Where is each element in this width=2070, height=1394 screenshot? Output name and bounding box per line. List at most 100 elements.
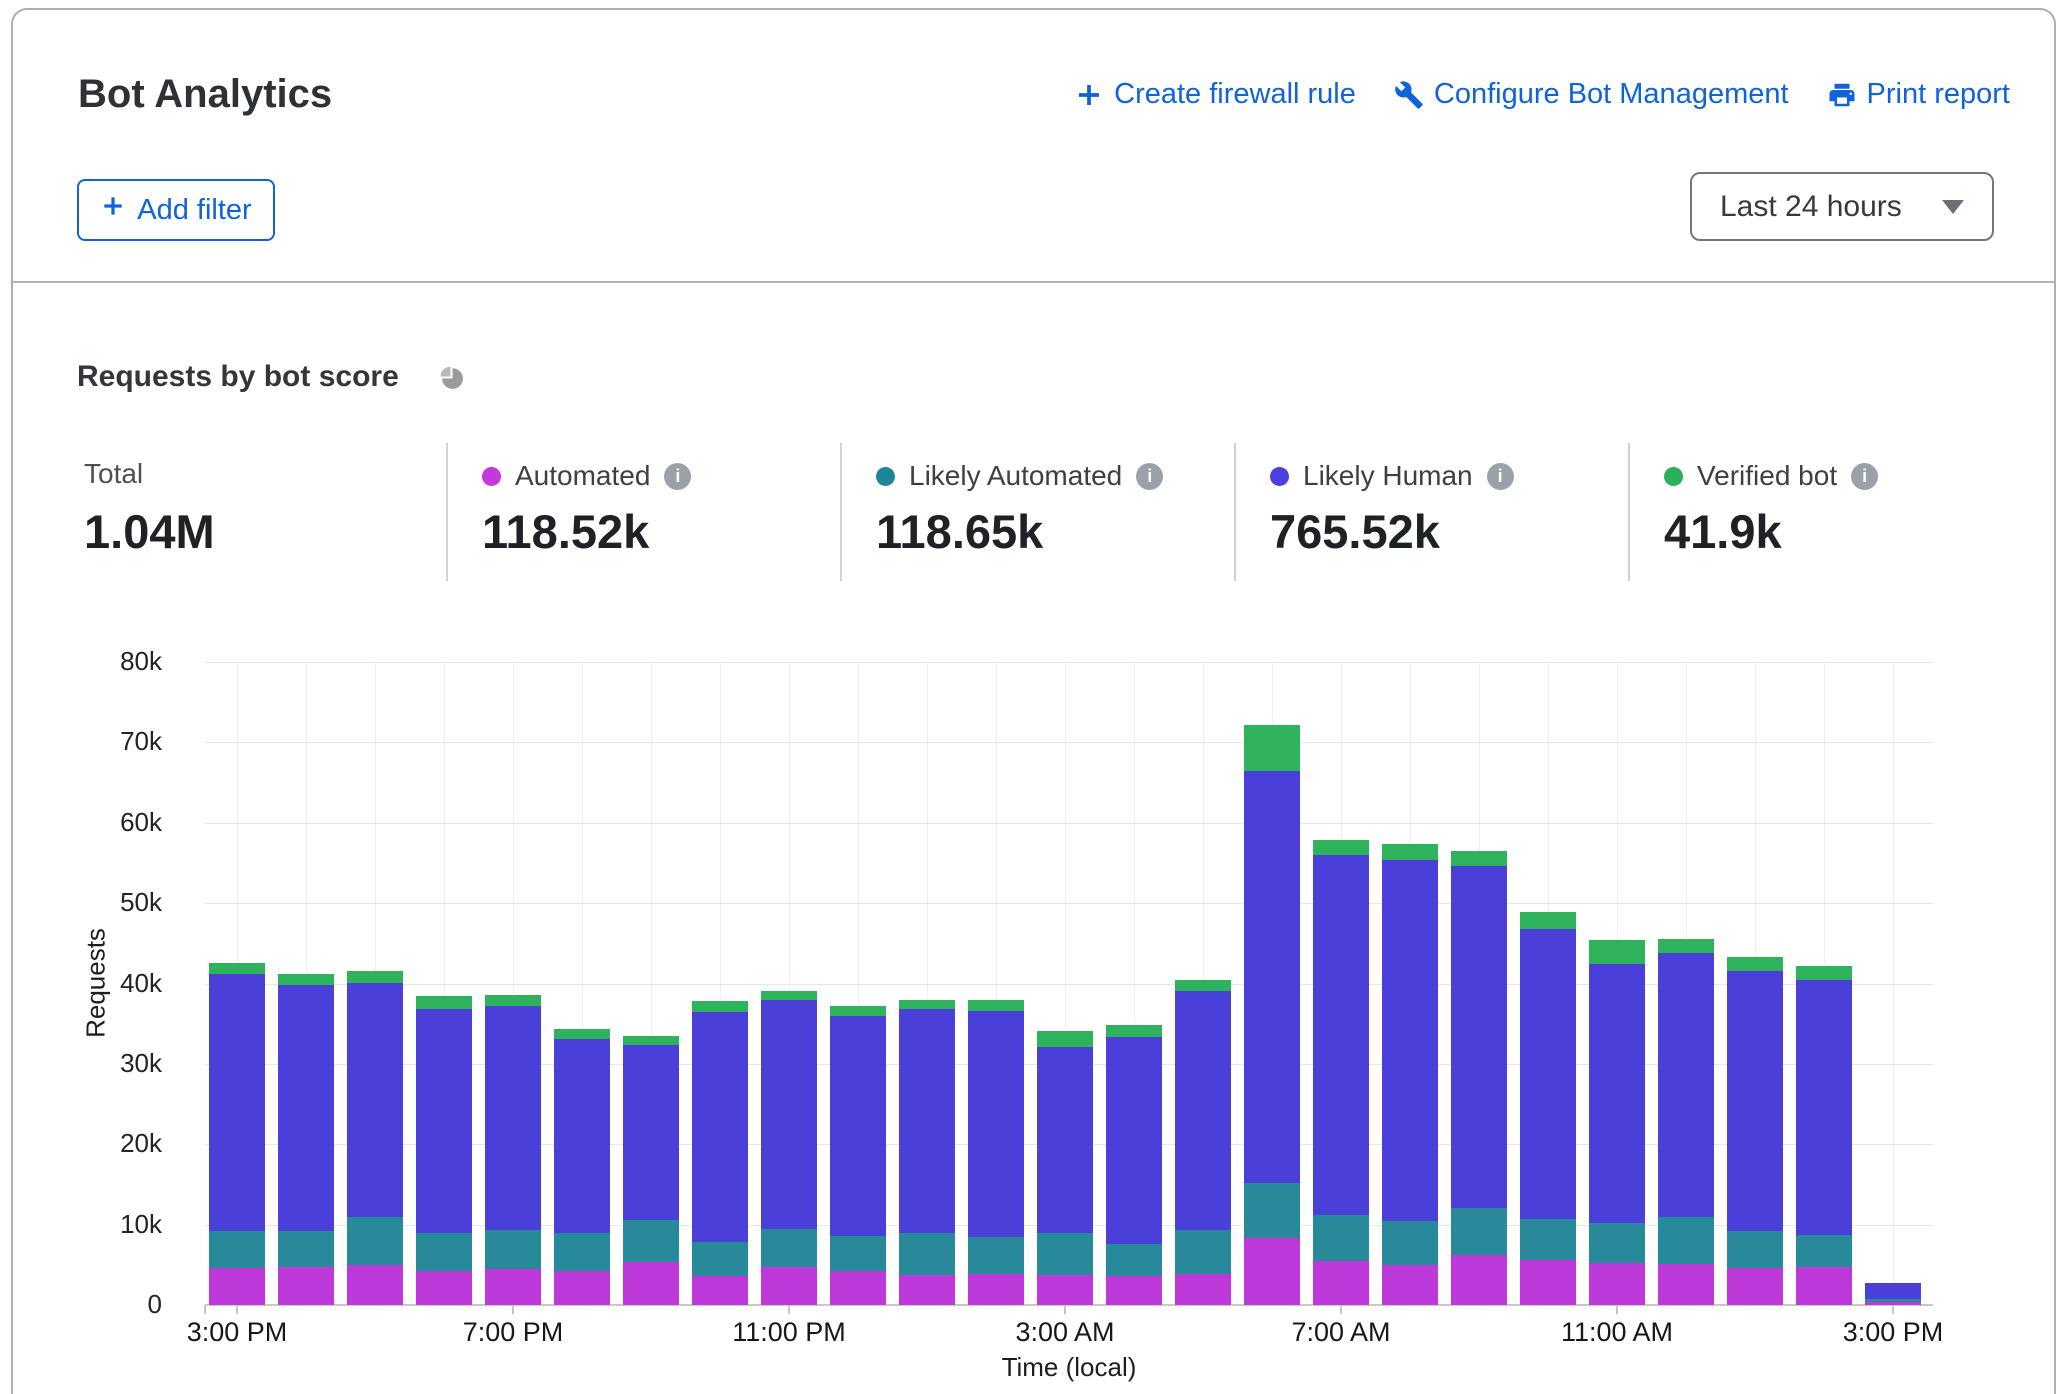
y-tick-label: 10k <box>120 1208 162 1239</box>
bar-200am[interactable] <box>968 1000 1024 1305</box>
bar-segment-automated <box>1106 1276 1162 1305</box>
bar-300pm[interactable] <box>1865 1282 1921 1305</box>
bar-segment-likely-automated <box>1796 1235 1852 1268</box>
bar-segment-likely-automated <box>416 1233 472 1272</box>
plus-icon <box>1074 80 1104 110</box>
y-tick-label: 40k <box>120 967 162 998</box>
section-title: Requests by bot score <box>77 360 399 393</box>
bar-segment-verified-bot <box>1451 850 1507 867</box>
bar-segment-likely-human <box>1106 1037 1162 1245</box>
bar-500am[interactable] <box>1175 979 1231 1305</box>
bar-segment-likely-human <box>278 985 334 1232</box>
stat-total: Total 1.04M <box>84 458 215 555</box>
bar-segment-verified-bot <box>485 994 541 1007</box>
bar-segment-verified-bot <box>1244 724 1300 771</box>
bar-300pm[interactable] <box>209 963 265 1305</box>
bar-segment-verified-bot <box>1796 965 1852 981</box>
bar-segment-likely-automated <box>623 1219 679 1262</box>
bar-600am[interactable] <box>1244 724 1300 1305</box>
stat-likely-human: Likely Human i 765.52k <box>1270 460 1514 555</box>
bar-segment-likely-automated <box>554 1232 610 1272</box>
bar-segment-automated <box>1037 1274 1093 1305</box>
bar-800pm[interactable] <box>554 1028 610 1305</box>
info-icon[interactable]: i <box>664 462 692 490</box>
pie-chart-icon <box>438 364 465 396</box>
bar-300am[interactable] <box>1037 1030 1093 1305</box>
bar-100pm[interactable] <box>1727 957 1783 1305</box>
gridline-vertical <box>995 662 997 1305</box>
info-icon[interactable]: i <box>1851 462 1879 490</box>
bar-500pm[interactable] <box>347 970 403 1305</box>
bar-200pm[interactable] <box>1796 965 1852 1305</box>
bar-segment-likely-human <box>1727 970 1783 1232</box>
time-range-dropdown[interactable]: Last 24 hours <box>1690 172 1994 241</box>
bar-400pm[interactable] <box>278 973 334 1305</box>
bar-900am[interactable] <box>1451 850 1507 1305</box>
bar-1000am[interactable] <box>1520 912 1576 1305</box>
bar-segment-automated <box>692 1276 748 1305</box>
bar-1200am[interactable] <box>830 1006 886 1305</box>
y-tick-label: 60k <box>120 806 162 837</box>
bar-segment-likely-automated <box>1175 1229 1231 1274</box>
bar-segment-likely-automated <box>1520 1219 1576 1261</box>
x-tick-mark <box>1892 1305 1894 1314</box>
bar-900pm[interactable] <box>623 1035 679 1305</box>
bar-700pm[interactable] <box>485 994 541 1305</box>
gridline-vertical <box>926 662 928 1305</box>
y-tick-label: 20k <box>120 1128 162 1159</box>
bar-segment-verified-bot <box>692 1001 748 1012</box>
bar-segment-likely-automated <box>830 1235 886 1272</box>
bar-segment-automated <box>1313 1260 1369 1305</box>
bar-segment-verified-bot <box>1865 1282 1921 1284</box>
info-icon[interactable]: i <box>1136 462 1164 490</box>
bar-segment-likely-automated <box>1382 1221 1438 1265</box>
bar-segment-likely-automated <box>761 1228 817 1268</box>
gridline-vertical <box>1892 662 1894 1305</box>
info-icon[interactable]: i <box>1486 462 1514 490</box>
print-report-link[interactable]: Print report <box>1827 78 2010 111</box>
add-filter-button[interactable]: Add filter <box>77 179 275 241</box>
bar-1100am[interactable] <box>1589 940 1645 1305</box>
x-tick-label: 7:00 AM <box>1291 1317 1391 1347</box>
bar-600pm[interactable] <box>416 996 472 1305</box>
bar-segment-likely-human <box>1175 990 1231 1230</box>
configure-bot-management-link[interactable]: Configure Bot Management <box>1394 78 1789 111</box>
bar-segment-likely-human <box>347 982 403 1218</box>
gridline-vertical <box>443 662 445 1305</box>
x-tick-label: 3:00 PM <box>1842 1317 1944 1347</box>
bar-400am[interactable] <box>1106 1025 1162 1305</box>
bar-segment-automated <box>761 1267 817 1305</box>
bar-segment-likely-automated <box>278 1231 334 1268</box>
bar-segment-automated <box>1727 1268 1783 1305</box>
bar-segment-verified-bot <box>1175 979 1231 991</box>
bar-700am[interactable] <box>1313 840 1369 1305</box>
x-tick-label: 3:00 AM <box>1015 1317 1115 1347</box>
bar-100am[interactable] <box>899 999 955 1305</box>
action-label: Print report <box>1866 78 2010 110</box>
create-firewall-rule-link[interactable]: Create firewall rule <box>1074 78 1356 111</box>
action-label: Create firewall rule <box>1114 78 1356 110</box>
requests-by-bot-score-chart[interactable] <box>205 662 1933 1306</box>
bar-segment-verified-bot <box>761 990 817 1001</box>
gridline-vertical <box>1133 662 1135 1305</box>
bar-segment-automated <box>416 1271 472 1305</box>
bar-segment-automated <box>485 1268 541 1305</box>
bar-segment-likely-human <box>761 1000 817 1229</box>
bar-800am[interactable] <box>1382 844 1438 1305</box>
bar-segment-automated <box>830 1271 886 1305</box>
x-tick-mark <box>512 1305 514 1314</box>
bar-segment-automated <box>1175 1273 1231 1305</box>
bar-segment-automated <box>347 1264 403 1305</box>
bar-1200pm[interactable] <box>1658 938 1714 1305</box>
stat-value: 765.52k <box>1270 505 1440 558</box>
stat-value: 118.52k <box>482 505 650 558</box>
bar-segment-likely-human <box>899 1009 955 1233</box>
bar-segment-automated <box>623 1261 679 1305</box>
bar-segment-automated <box>1451 1255 1507 1305</box>
gridline-horizontal <box>205 984 1933 985</box>
bar-segment-likely-automated <box>1727 1231 1783 1269</box>
bar-segment-likely-human <box>1382 859 1438 1222</box>
bar-1000pm[interactable] <box>692 1001 748 1305</box>
bar-1100pm[interactable] <box>761 990 817 1305</box>
